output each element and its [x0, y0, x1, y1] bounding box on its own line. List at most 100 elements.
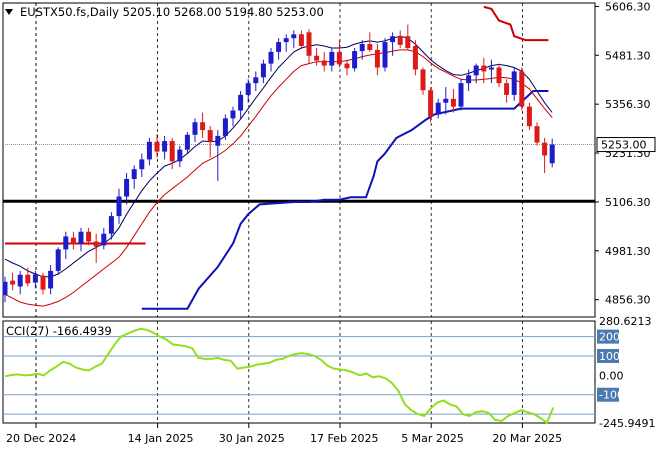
candle — [139, 153, 145, 178]
candle-body — [131, 169, 137, 179]
candle-body — [405, 36, 411, 48]
candle — [260, 59, 266, 84]
candle-body — [428, 90, 434, 117]
candle-body — [549, 144, 555, 164]
axes: 5606.305481.305356.305231.305106.304981.… — [6, 0, 656, 445]
candle — [374, 44, 380, 76]
candle-body — [10, 280, 16, 285]
candle-body — [443, 98, 449, 103]
candle — [184, 132, 190, 154]
candle — [504, 79, 510, 103]
cci-tick-label: 280.6213 — [599, 315, 652, 328]
candle — [222, 114, 228, 140]
candle-body — [458, 83, 464, 107]
candle — [542, 137, 548, 174]
candle-body — [526, 106, 532, 127]
candle — [534, 122, 540, 146]
y-tick-label: 5481.30 — [605, 49, 651, 62]
candle — [549, 138, 555, 168]
candle — [230, 106, 236, 127]
candle-body — [473, 65, 479, 76]
candles — [2, 24, 555, 303]
candle-body — [420, 69, 426, 91]
candle-body — [63, 236, 69, 250]
candle-body — [344, 63, 350, 69]
candle-body — [200, 122, 206, 131]
candle — [200, 112, 206, 138]
candle — [32, 270, 38, 289]
candle — [298, 30, 304, 48]
candle-body — [139, 159, 145, 170]
candle-body — [382, 42, 388, 68]
candle-body — [306, 32, 312, 56]
candle — [359, 40, 365, 60]
candle-body — [314, 55, 320, 61]
candle — [108, 212, 114, 240]
x-tick-label: 20 Dec 2024 — [6, 432, 76, 445]
candle-body — [253, 77, 259, 84]
candle-body — [184, 134, 190, 150]
candle — [70, 231, 76, 250]
x-tick-label: 20 Mar 2025 — [492, 432, 562, 445]
candle-body — [215, 135, 221, 146]
candle-body — [283, 38, 289, 43]
candle — [238, 90, 244, 119]
candle — [162, 135, 168, 160]
candle-body — [397, 36, 403, 45]
candle-body — [207, 130, 213, 142]
candle-body — [336, 51, 342, 65]
cci-line — [4, 327, 555, 425]
candle — [488, 59, 494, 84]
candle-body — [116, 196, 122, 217]
candle-body — [230, 110, 236, 119]
candle — [25, 267, 31, 287]
candle — [314, 47, 320, 66]
candle — [283, 34, 289, 52]
candle — [48, 264, 54, 295]
candle-body — [108, 216, 114, 234]
candle — [405, 24, 411, 50]
candle-body — [359, 44, 365, 52]
x-tick-label: 14 Jan 2025 — [128, 432, 194, 445]
candle-body — [40, 275, 46, 290]
candle — [352, 47, 358, 72]
candle — [526, 102, 532, 131]
candle — [86, 227, 92, 246]
candle — [321, 51, 327, 72]
collapse-triangle-icon[interactable] — [5, 9, 13, 15]
candle — [382, 38, 388, 72]
candle-body — [154, 141, 160, 152]
candle-body — [17, 274, 23, 287]
cci-tick-label: -100 — [599, 389, 624, 402]
candle — [2, 276, 8, 303]
price-tag-label: 5253.00 — [601, 139, 647, 152]
candle — [40, 272, 46, 295]
y-tick-label: 5356.30 — [605, 98, 651, 111]
candle — [291, 30, 297, 48]
candle-body — [511, 71, 517, 95]
candle-body — [222, 118, 228, 136]
candle-body — [268, 51, 274, 64]
candle — [397, 30, 403, 48]
candle — [367, 32, 373, 52]
candle — [420, 67, 426, 95]
candle — [443, 87, 449, 115]
candle — [192, 118, 198, 142]
candle — [336, 40, 342, 68]
cci-level-tag — [597, 329, 619, 344]
candle — [10, 272, 16, 291]
candle-body — [245, 83, 251, 95]
candle — [207, 126, 213, 158]
candle-body — [367, 44, 373, 50]
cci-tick-label: 0.00 — [599, 369, 624, 382]
candle-body — [260, 63, 266, 78]
candle-body — [124, 178, 130, 197]
candle-body — [86, 231, 92, 242]
candle — [55, 247, 61, 275]
candle — [473, 63, 479, 84]
candle-body — [481, 65, 487, 72]
candle-body — [93, 241, 99, 247]
candle — [131, 165, 137, 189]
candle-body — [504, 83, 510, 95]
cci-tick-label: 200 — [599, 331, 620, 344]
